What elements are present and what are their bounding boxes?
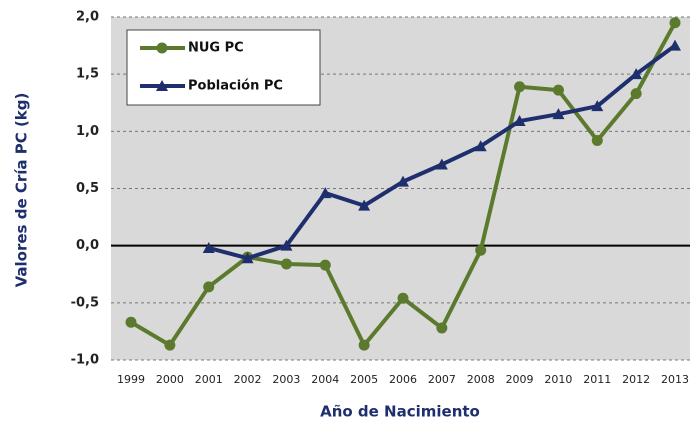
y-tick-label: -0,5 bbox=[71, 295, 99, 310]
point bbox=[514, 81, 526, 93]
x-axis-title: Año de Nacimiento bbox=[320, 403, 480, 421]
point bbox=[280, 258, 292, 270]
y-axis-title: Valores de Cría PC (kg) bbox=[13, 93, 31, 288]
point bbox=[164, 339, 176, 351]
x-tick-label: 2004 bbox=[311, 373, 339, 386]
x-tick-label: 2013 bbox=[661, 373, 689, 386]
y-tick-label: 0,5 bbox=[76, 181, 99, 196]
point bbox=[397, 175, 409, 187]
point bbox=[591, 134, 603, 146]
x-tick-label: 2007 bbox=[428, 373, 456, 386]
point bbox=[241, 252, 254, 264]
point bbox=[669, 17, 681, 29]
y-tick-label: 0,0 bbox=[76, 238, 99, 253]
y-tick-label: 1,5 bbox=[76, 67, 99, 82]
x-tick-label: 2006 bbox=[389, 373, 417, 386]
x-tick-label: 2011 bbox=[583, 373, 611, 386]
point bbox=[125, 316, 137, 328]
point bbox=[552, 84, 564, 96]
point bbox=[669, 39, 681, 51]
x-tick-label: 2002 bbox=[234, 373, 262, 386]
point bbox=[474, 140, 487, 152]
y-tick-label: 1,0 bbox=[76, 124, 99, 139]
point bbox=[435, 158, 448, 170]
x-tick-label: 1999 bbox=[117, 373, 145, 386]
legend-label: NUG PC bbox=[188, 41, 244, 56]
legend-marker bbox=[156, 42, 168, 54]
point bbox=[358, 199, 371, 211]
y-tick-label: 2,0 bbox=[76, 10, 99, 25]
point bbox=[591, 100, 604, 112]
x-tick-label: 2010 bbox=[544, 373, 572, 386]
x-tick-label: 2012 bbox=[622, 373, 650, 386]
point bbox=[358, 339, 370, 351]
x-tick-label: 2000 bbox=[156, 373, 184, 386]
point bbox=[319, 187, 332, 199]
x-tick-label: 2009 bbox=[506, 373, 534, 386]
legend-label: Población PC bbox=[188, 79, 283, 94]
x-tick-label: 2001 bbox=[195, 373, 223, 386]
x-tick-label: 2005 bbox=[350, 373, 378, 386]
point bbox=[630, 68, 643, 80]
point bbox=[630, 88, 642, 100]
x-tick-label: 2008 bbox=[467, 373, 495, 386]
x-tick-label: 2003 bbox=[272, 373, 300, 386]
point bbox=[397, 292, 409, 304]
y-tick-label: -1,0 bbox=[71, 353, 99, 368]
point bbox=[202, 241, 215, 253]
point bbox=[475, 244, 487, 256]
point bbox=[552, 108, 565, 120]
point bbox=[436, 322, 448, 334]
point bbox=[280, 239, 293, 251]
point bbox=[319, 259, 331, 271]
point bbox=[203, 281, 215, 293]
point bbox=[513, 115, 526, 127]
legend-marker bbox=[156, 80, 168, 91]
legend-box bbox=[126, 29, 321, 106]
